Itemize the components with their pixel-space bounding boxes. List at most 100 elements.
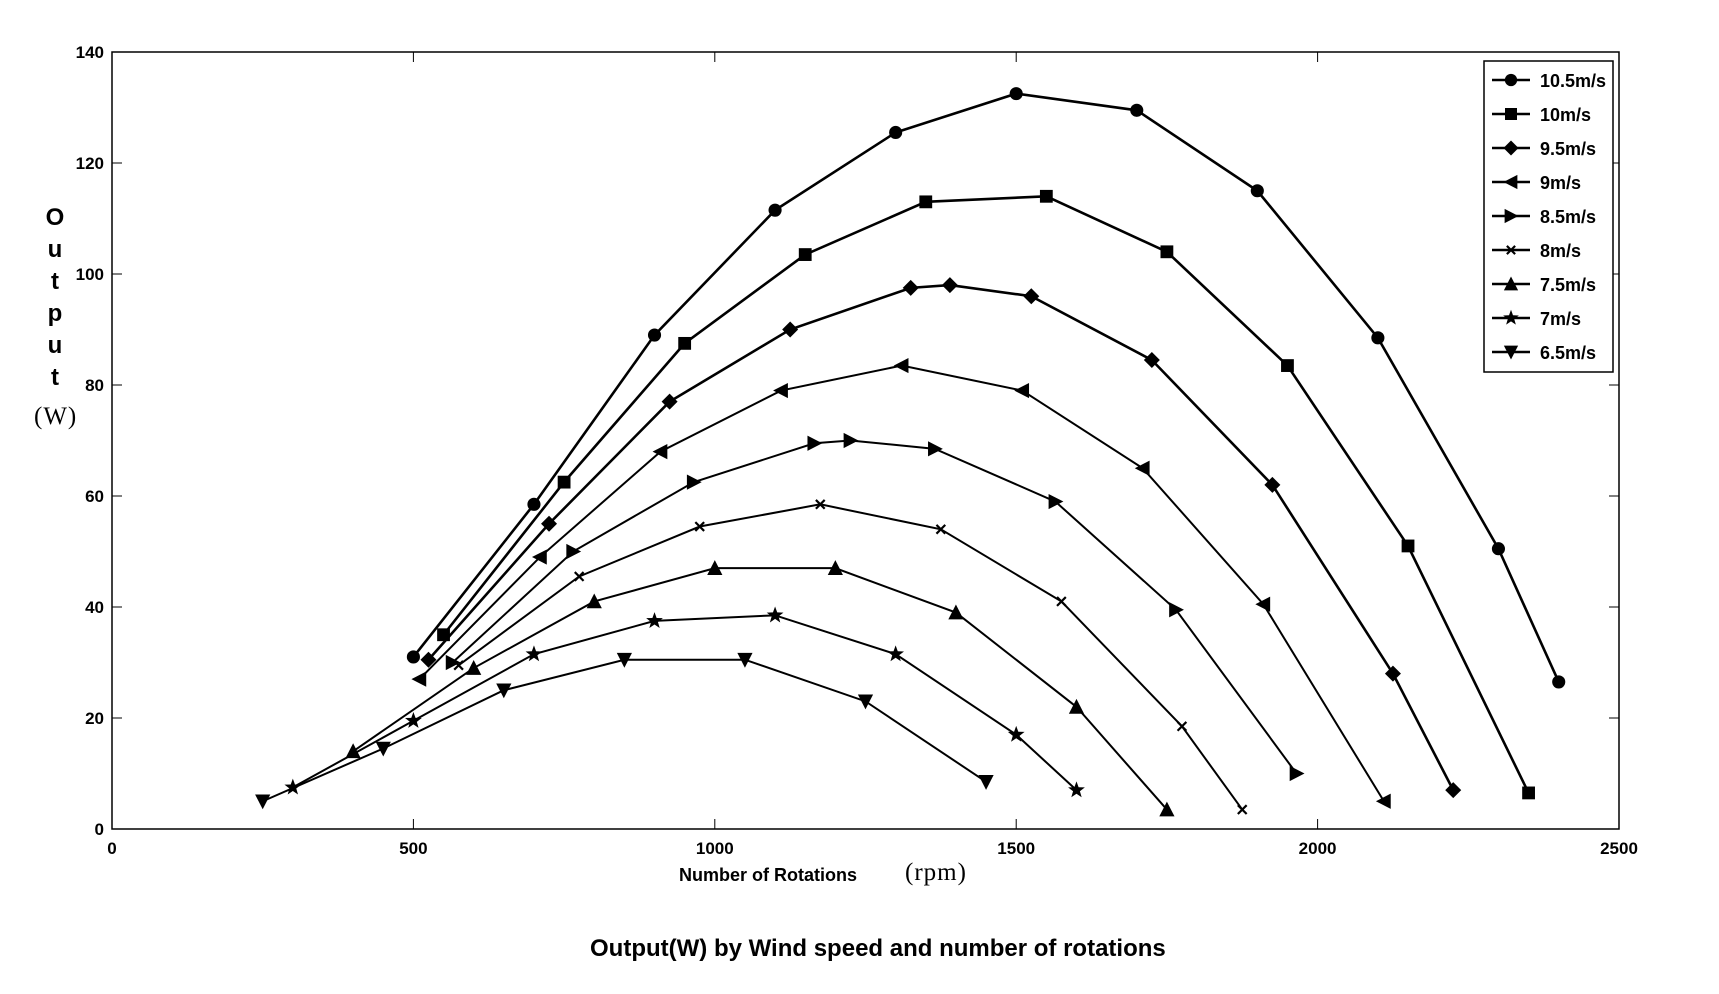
data-point xyxy=(652,444,668,460)
data-point xyxy=(807,435,823,451)
data-point xyxy=(420,651,437,668)
series-10-5m-s xyxy=(406,87,1566,689)
data-point xyxy=(255,794,271,810)
y-tick-label: 0 xyxy=(95,820,104,839)
data-point xyxy=(525,645,543,662)
legend-item: 6.5m/s xyxy=(1492,343,1596,363)
data-point xyxy=(1068,698,1085,714)
legend-label: 7m/s xyxy=(1540,309,1581,329)
data-point xyxy=(466,660,482,675)
x-tick-label: 2000 xyxy=(1299,839,1337,858)
data-point xyxy=(1491,542,1505,556)
data-point xyxy=(1264,476,1281,493)
data-point xyxy=(1159,801,1175,817)
data-point xyxy=(902,279,919,296)
data-point xyxy=(1014,382,1030,399)
y-axis-unit: (W) xyxy=(34,403,77,430)
data-point xyxy=(566,543,582,560)
legend-item: 9m/s xyxy=(1492,173,1581,193)
data-point xyxy=(1009,87,1023,101)
data-point xyxy=(406,650,420,664)
legend-label: 8.5m/s xyxy=(1540,207,1596,227)
legend-item: 9.5m/s xyxy=(1492,139,1596,159)
legend-label: 9.5m/s xyxy=(1540,139,1596,159)
data-point xyxy=(1048,493,1064,510)
y-tick-label: 140 xyxy=(76,43,104,62)
data-point xyxy=(647,328,662,342)
data-point xyxy=(345,743,361,759)
legend-label: 6.5m/s xyxy=(1540,343,1596,363)
chart-title: Output(W) by Wind speed and number of ro… xyxy=(590,935,1166,962)
data-point xyxy=(586,593,602,609)
legend-item: 7.5m/s xyxy=(1492,275,1596,295)
data-point xyxy=(919,195,933,209)
legend-marker xyxy=(1504,73,1518,87)
data-point xyxy=(843,432,859,449)
legend-marker xyxy=(1506,245,1516,255)
series-9m-s xyxy=(411,357,1391,809)
data-point xyxy=(782,321,799,338)
data-point xyxy=(1143,352,1160,369)
series-10m-s xyxy=(437,189,1535,800)
data-point xyxy=(978,775,994,790)
y-tick-label: 40 xyxy=(85,598,104,617)
series-line xyxy=(292,614,1078,791)
legend: 10.5m/s 10m/s 9.5m/s 9m/s 8.5m/s 8m/s 7.5m/s 7m… xyxy=(1483,60,1614,373)
data-point xyxy=(928,441,943,457)
data-point xyxy=(941,277,958,294)
x-axis-unit: (rpm) xyxy=(905,859,967,886)
data-point xyxy=(1289,765,1305,782)
legend-marker xyxy=(1503,309,1519,325)
legend-marker xyxy=(1504,208,1519,224)
data-point xyxy=(893,357,909,374)
y-tick-label: 20 xyxy=(85,709,104,728)
y-axis-label-char: u xyxy=(48,236,63,263)
legend-marker xyxy=(1505,108,1517,120)
legend-marker xyxy=(1503,140,1519,156)
x-tick-label: 1000 xyxy=(696,839,734,858)
data-point xyxy=(887,645,905,662)
data-point xyxy=(766,606,784,623)
legend-marker xyxy=(1503,174,1518,190)
data-point xyxy=(768,203,782,217)
x-tick-label: 2500 xyxy=(1600,839,1638,858)
data-point xyxy=(798,248,812,261)
data-point xyxy=(531,549,547,565)
series-line xyxy=(352,567,1168,811)
x-tick-label: 0 xyxy=(107,839,116,858)
legend-item: 8m/s xyxy=(1492,241,1581,261)
legend-marker xyxy=(1503,345,1519,360)
data-point xyxy=(527,497,541,511)
data-point xyxy=(1401,539,1415,553)
series-layer xyxy=(255,87,1566,817)
data-point xyxy=(375,741,391,757)
legend-item: 7m/s xyxy=(1492,309,1581,329)
data-point xyxy=(935,524,947,535)
data-point xyxy=(284,778,302,795)
plot-area xyxy=(111,51,1620,830)
y-axis-ticks: 0 20 40 60 80 100 120 140 xyxy=(76,43,1619,839)
data-point xyxy=(1023,288,1040,305)
data-point xyxy=(1039,189,1053,203)
y-tick-label: 60 xyxy=(85,487,104,506)
series-9-5m-s xyxy=(420,277,1462,799)
data-point xyxy=(1169,602,1184,618)
data-point xyxy=(1281,359,1294,372)
data-point xyxy=(646,612,663,628)
data-point xyxy=(405,711,422,728)
legend-item: 8.5m/s xyxy=(1492,207,1596,227)
series-6-5m-s xyxy=(255,652,994,810)
series-line xyxy=(458,503,1244,811)
y-axis-label-char: O xyxy=(46,204,65,231)
data-point xyxy=(857,694,874,710)
y-axis-label-char: p xyxy=(48,300,63,327)
data-point xyxy=(694,521,705,532)
legend-label: 8m/s xyxy=(1540,241,1581,261)
data-point xyxy=(1255,596,1271,612)
data-point xyxy=(1160,245,1174,259)
data-point xyxy=(948,604,964,620)
series-7-5m-s xyxy=(345,560,1175,817)
data-point xyxy=(1068,781,1085,798)
data-point xyxy=(661,393,678,410)
